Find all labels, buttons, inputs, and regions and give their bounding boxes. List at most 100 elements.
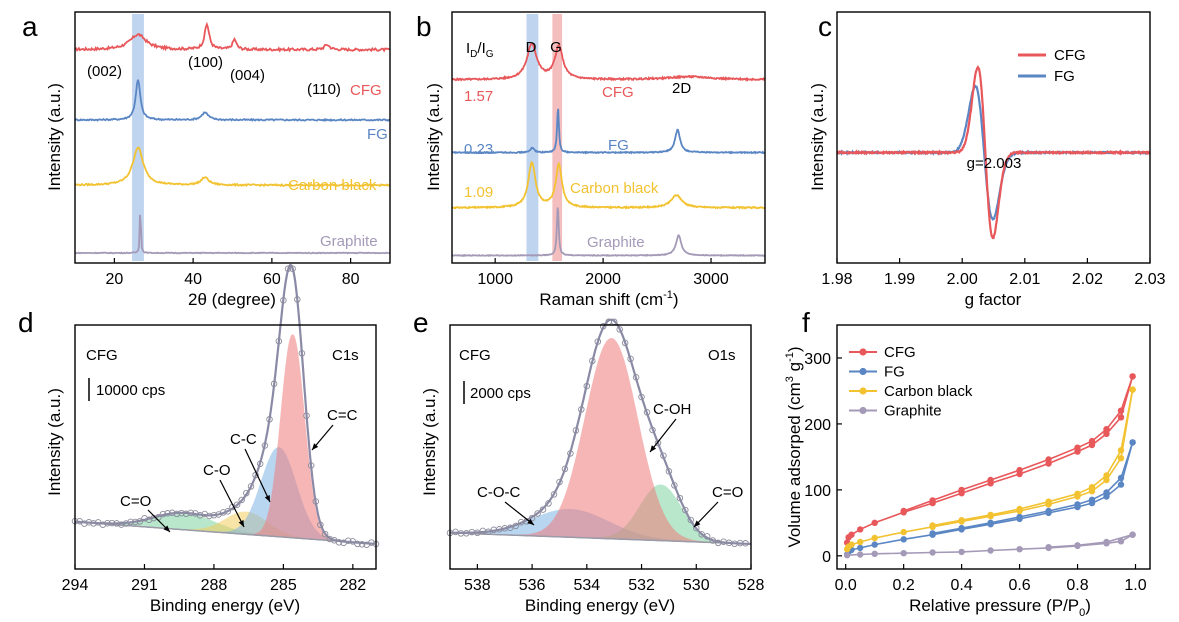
raw-point-e bbox=[649, 426, 656, 434]
arrow-co bbox=[219, 479, 245, 528]
x-tick-label-a-0: 20 bbox=[105, 271, 123, 288]
x-tick-label-f-5: 1.0 bbox=[1124, 577, 1146, 594]
raw-point-d bbox=[90, 520, 97, 527]
point-cfg-adsorption bbox=[1103, 430, 1110, 437]
legend-label-f-1: FG bbox=[884, 364, 905, 381]
raw-point-d bbox=[312, 498, 320, 505]
x-axis-label-a: 2θ (degree) bbox=[188, 290, 276, 309]
raw-point-e bbox=[594, 338, 602, 345]
raw-point-d bbox=[168, 509, 176, 517]
point-carbon-black-desorption bbox=[1129, 386, 1136, 393]
raw-point-d bbox=[321, 530, 329, 538]
raw-point-e bbox=[539, 506, 547, 513]
point-carbon-black-desorption bbox=[1088, 484, 1096, 491]
x-tick-label-a-2: 60 bbox=[263, 271, 281, 288]
raw-point-d bbox=[219, 509, 227, 516]
x-tick-label-f-2: 0.4 bbox=[950, 577, 972, 594]
panel-d-xps-c1s: d 294 291 288 285 282 CFG C1s 10000 cps C=C … bbox=[18, 263, 380, 615]
raw-point-d bbox=[136, 518, 144, 525]
point-carbon-black-adsorption bbox=[848, 541, 855, 548]
panel-label-f: f bbox=[802, 307, 810, 338]
arrow-coh-head bbox=[650, 445, 657, 452]
point-carbon-black-adsorption bbox=[857, 538, 864, 546]
raw-point-e bbox=[485, 528, 492, 536]
raw-point-e bbox=[572, 427, 580, 434]
background-e bbox=[449, 532, 752, 545]
raman-line-graphite bbox=[451, 207, 766, 258]
series-label-fg-b: FG bbox=[608, 137, 629, 154]
arrow-co-head bbox=[238, 520, 244, 527]
raw-point-d bbox=[182, 510, 190, 518]
y-tick-label-f-2: 200 bbox=[804, 417, 831, 434]
raw-point-d bbox=[206, 512, 213, 520]
arrow-coh bbox=[649, 418, 677, 453]
raw-point-d bbox=[224, 508, 232, 515]
isotherm-cfg-adsorption bbox=[846, 376, 1134, 543]
x-tick-label-a-1: 40 bbox=[184, 271, 202, 288]
band-d bbox=[526, 14, 539, 261]
point-cfg-adsorption bbox=[857, 526, 864, 533]
legend-marker-f-1 bbox=[859, 367, 867, 376]
arrow-co-double-e-head bbox=[694, 520, 701, 527]
envelope-e bbox=[449, 318, 752, 546]
raw-point-d bbox=[289, 265, 296, 272]
x-tick-label-d-1: 291 bbox=[131, 577, 158, 594]
point-carbon-black-desorption bbox=[1103, 472, 1110, 479]
raw-point-d bbox=[275, 337, 283, 345]
y-axis-label-e: Intensity (a.u.) bbox=[420, 388, 439, 496]
component-label-cc-double: C=C bbox=[327, 407, 358, 424]
raw-point-e bbox=[632, 374, 640, 381]
component-label-coh: C-OH bbox=[653, 401, 691, 418]
band-label-d: D bbox=[526, 39, 537, 56]
raw-point-e bbox=[583, 382, 591, 390]
ratio-carbon-black: 1.09 bbox=[464, 184, 493, 201]
x-tick-label-a-3: 80 bbox=[342, 271, 360, 288]
panel-b-raman: b 1000 2000 3000 D G ID/IG 1.57 0.23 1.09 … bbox=[416, 11, 766, 309]
raw-point-d bbox=[326, 535, 333, 543]
x-axis-label-f: Relative pressure (P/P0) bbox=[909, 596, 1091, 619]
raw-point-d bbox=[145, 516, 153, 524]
raw-point-d bbox=[131, 518, 139, 526]
raw-point-d bbox=[108, 519, 116, 527]
x-tick-label-b-1: 2000 bbox=[585, 271, 621, 288]
component-label-co: C-O bbox=[203, 462, 231, 479]
raw-point-e bbox=[742, 540, 749, 547]
xrd-line-graphite bbox=[74, 214, 391, 255]
point-fg-adsorption bbox=[857, 544, 864, 552]
point-graphite-desorption bbox=[1045, 544, 1052, 551]
raw-point-e bbox=[506, 524, 514, 532]
isotherm-fg-desorption bbox=[932, 442, 1134, 535]
raw-point-d bbox=[233, 501, 241, 508]
raw-point-d bbox=[173, 510, 181, 518]
sample-label-e: CFG bbox=[459, 347, 491, 364]
raw-point-d bbox=[141, 515, 148, 522]
raw-point-e bbox=[703, 533, 711, 540]
raw-point-e bbox=[698, 531, 705, 538]
x-tick-label-e-0: 538 bbox=[464, 577, 491, 594]
plot-frame-e bbox=[449, 324, 752, 570]
peak-label-002: (002) bbox=[87, 63, 122, 80]
point-cfg-desorption bbox=[929, 497, 936, 504]
point-fg-desorption bbox=[958, 524, 965, 532]
raw-point-d bbox=[256, 460, 264, 468]
x-tick-label-d-2: 288 bbox=[201, 577, 228, 594]
panel-label-a: a bbox=[22, 11, 38, 42]
x-tick-label-e-1: 536 bbox=[519, 577, 546, 594]
raw-point-e bbox=[671, 482, 678, 489]
y-axis-label-a: Intensity (a.u.) bbox=[45, 83, 64, 191]
raw-point-e bbox=[621, 339, 629, 347]
ratio-header: ID/IG bbox=[466, 40, 494, 60]
raw-point-d bbox=[127, 518, 134, 526]
point-carbon-black-desorption bbox=[1117, 447, 1125, 454]
raw-point-d bbox=[118, 521, 125, 528]
point-fg-desorption bbox=[1016, 513, 1023, 521]
raw-point-e bbox=[534, 510, 541, 517]
point-graphite-adsorption bbox=[900, 550, 907, 557]
point-fg-desorption bbox=[1074, 501, 1081, 508]
point-carbon-black-desorption bbox=[987, 511, 994, 519]
band-label-g: G bbox=[550, 39, 562, 56]
legend-label-f-3: Graphite bbox=[884, 403, 942, 420]
raw-point-d bbox=[307, 462, 315, 469]
raw-point-e bbox=[550, 491, 558, 498]
component-label-co-double: C=O bbox=[120, 493, 151, 510]
